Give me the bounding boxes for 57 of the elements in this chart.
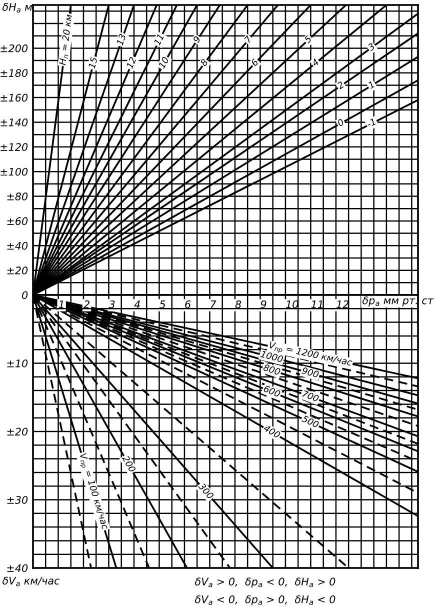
- x-tick-label: 8: [235, 300, 242, 308]
- y-axis-title: δH$_{a}$ м: [2, 2, 32, 13]
- text: 4: [311, 58, 320, 67]
- text: 400: [263, 424, 281, 438]
- text: 3: [367, 42, 376, 52]
- text: 8: [200, 58, 208, 67]
- y-tick-label: 0: [22, 291, 28, 300]
- x-tick-label: 3: [108, 300, 115, 308]
- text: 2: [336, 80, 344, 90]
- x-tick-label: 5: [159, 300, 166, 308]
- y-tick-label: ±40: [7, 564, 28, 572]
- y-tick-label: ±80: [7, 192, 28, 200]
- y-tick-label: ±180: [0, 69, 28, 77]
- text: 600: [263, 384, 281, 398]
- text: 11: [154, 34, 164, 46]
- x-tick-label: 6: [185, 300, 191, 308]
- text: 500: [301, 414, 320, 428]
- text: -1: [366, 118, 376, 128]
- text: 900: [302, 366, 320, 378]
- y-tick-label: ±60: [7, 217, 28, 226]
- y-axis-title: δV$_{a}$ км/час: [2, 576, 60, 586]
- text: 7: [244, 35, 252, 43]
- y-tick-label: ±120: [0, 143, 28, 152]
- x-tick-label: 11: [311, 300, 322, 308]
- y-tick-label: ±160: [0, 94, 28, 102]
- text: V$_{пр}$ = 100 км/час: [77, 452, 110, 531]
- x-tick-label: 4: [134, 300, 140, 308]
- text: H$_{п}$ = 20 км: [58, 14, 74, 66]
- text: 1: [368, 81, 374, 89]
- text: δV$_{a}$ < 0, δp$_{a}$ > 0, δH$_{a}$ < 0: [195, 595, 336, 606]
- y-tick-label: ±40: [7, 242, 28, 250]
- x-tick-label: 7: [210, 300, 216, 308]
- y-tick-label: ±200: [0, 44, 28, 52]
- text: 12: [126, 56, 136, 69]
- text: 9: [192, 36, 201, 44]
- text: 10: [158, 56, 170, 69]
- text: 5: [304, 35, 312, 44]
- x-tick-label: 12: [336, 300, 349, 308]
- text: 700: [302, 390, 320, 402]
- x-tick-label: 2: [84, 300, 90, 308]
- x-tick-label: 9: [260, 300, 266, 308]
- y-tick-label: ±100: [0, 168, 28, 176]
- text: 15: [88, 56, 98, 69]
- text: 6: [250, 58, 259, 66]
- y-tick-label: ±10: [7, 359, 28, 368]
- y-tick-label: ±140: [0, 118, 28, 126]
- text: 200: [122, 454, 136, 473]
- y-tick-label: ±20: [7, 428, 28, 436]
- text: 13: [116, 34, 126, 46]
- x-tick-label: 1: [58, 300, 64, 308]
- text: δV$_{a}$ > 0, δp$_{a}$ < 0, δH$_{a}$ > 0: [195, 578, 336, 588]
- y-tick-label: ±20: [7, 266, 28, 274]
- text: 800: [262, 364, 281, 376]
- x-axis-title: δp$_{a}$ мм рт. ст: [362, 296, 434, 306]
- text: 0: [336, 118, 344, 127]
- text: 300: [198, 482, 214, 500]
- y-tick-label: ±30: [7, 496, 28, 504]
